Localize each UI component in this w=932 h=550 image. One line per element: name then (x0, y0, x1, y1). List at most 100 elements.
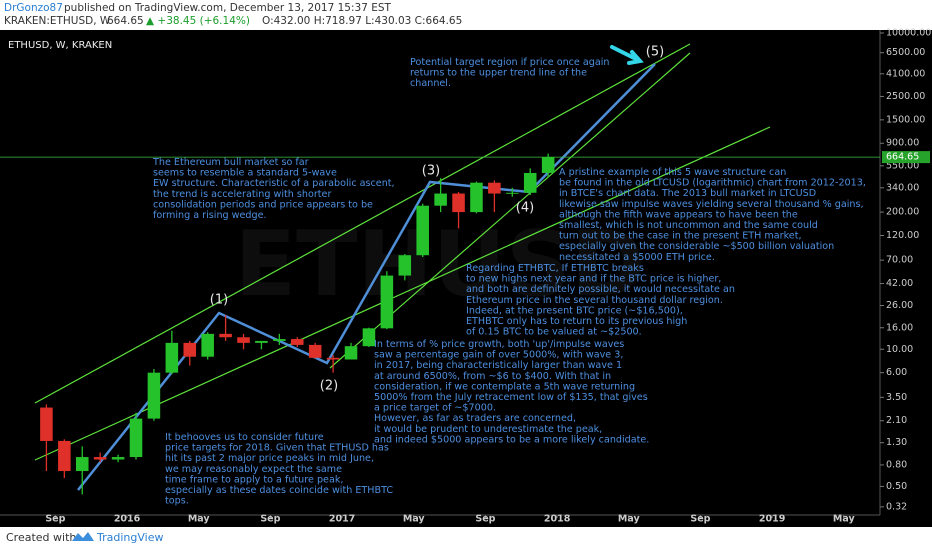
annotation: However, as far as traders are concerned… (374, 413, 576, 424)
candle-body (452, 193, 465, 213)
y-tick-label: 550.00 (886, 160, 919, 171)
footer-brand[interactable]: TradingView (96, 531, 163, 544)
annotation: A pristine example of this 5 wave struct… (559, 167, 786, 178)
x-tick-label: 2016 (114, 514, 141, 525)
annotation: forming a rising wedge. (153, 210, 267, 221)
chart-title: ETHUSD, W, KRAKEN (8, 40, 112, 51)
last-price-box (882, 151, 930, 164)
candle-body (541, 157, 555, 173)
x-tick-label: Sep (690, 514, 710, 525)
annotation: The Ethereum bull market so far (152, 157, 309, 168)
wave-label: (1) (210, 293, 228, 308)
candle-body (344, 346, 358, 360)
y-tick-label: 6500.00 (886, 47, 925, 58)
annotation: turn out to be the case in the present E… (559, 231, 802, 242)
annotation: necessitated a $5000 ETH price. (559, 252, 715, 263)
annotation: tops. (165, 496, 189, 507)
annotation: Potential target region if price once ag… (410, 57, 609, 68)
annotation: channel. (410, 78, 451, 89)
annotation: the trend is accelerating with shorter (153, 189, 331, 200)
annotation: it would be prudent to underestimate the… (374, 424, 602, 435)
author[interactable]: DrGonzo87 (4, 2, 63, 14)
candle-body (93, 457, 107, 460)
last: 664.65 (107, 15, 144, 27)
candle-body (506, 192, 519, 194)
candle-body (488, 182, 501, 194)
candle-body (147, 372, 161, 419)
annotation: Ethereum price in the several thousand d… (466, 295, 723, 306)
y-tick-label: 3.50 (886, 392, 907, 403)
x-tick-label: Sep (45, 514, 65, 525)
footer-background (0, 527, 932, 550)
y-tick-label: 120.00 (886, 230, 919, 241)
annotation: smallest, which is not uncommon and the … (559, 220, 818, 231)
annotation: consideration, if we contemplate a 5th w… (374, 381, 635, 392)
annotation: a price target of ~$7000. (374, 403, 496, 414)
x-tick-label: 2019 (759, 514, 785, 525)
x-tick-label: Sep (260, 514, 280, 525)
footer-created: Created with (6, 531, 76, 544)
candle-body (398, 255, 412, 276)
annotation: to new highs next year and if the BTC pr… (466, 274, 721, 285)
x-tick-label: 2018 (544, 514, 571, 525)
annotation: Indeed, at the present BTC price (~$16,5… (466, 305, 683, 316)
annotation: price targets for 2018. Given that ETHUS… (165, 443, 389, 454)
candle-body (255, 340, 268, 343)
annotation: although the fifth wave appears to have … (559, 209, 798, 220)
candle-body (129, 418, 143, 458)
wave-label: (2) (320, 379, 338, 394)
annotation: EW structure. Characteristic of a parabo… (153, 178, 395, 189)
candle-body (58, 440, 71, 472)
ohlc: O:432.00 H:718.97 L:430.03 C:664.65 (262, 15, 462, 27)
annotation: in 2017, being characteristically larger… (374, 360, 622, 371)
x-tick-label: May (833, 514, 856, 525)
candle-body (308, 344, 322, 358)
candle-body (523, 172, 537, 193)
wave-label: (3) (422, 164, 440, 179)
candle-body (111, 457, 125, 460)
candle-body (183, 342, 197, 357)
y-tick-label: 1500.00 (886, 114, 925, 125)
y-tick-label: 900.00 (886, 138, 919, 149)
candle-body (362, 328, 376, 347)
candle-body (219, 333, 232, 338)
annotation: hit its past 2 major price peaks in mid … (165, 453, 374, 464)
annotation: be found in the old LTCUSD (logarithmic)… (559, 178, 866, 189)
x-tick-label: Sep (475, 514, 495, 525)
annotation: ETHBTC only has to return to its previou… (466, 316, 687, 327)
y-tick-label: 0.50 (886, 481, 907, 492)
logo (72, 532, 94, 541)
annotation: time frame to apply to a future peak, (165, 474, 343, 485)
wave-label: (4) (516, 201, 534, 216)
y-tick-label: 10000.00 (886, 27, 931, 38)
annotation: at around 6500%, from ~$6 to $400. With … (374, 371, 611, 382)
arrow (610, 45, 644, 65)
candle-body (40, 407, 53, 441)
x-tick-label: May (618, 514, 641, 525)
candle-body (237, 337, 250, 343)
annotation: seems to resemble a standard 5-wave (153, 168, 337, 179)
candle-body (165, 342, 179, 373)
wave-label: (5) (646, 45, 664, 60)
x-tick-label: 2017 (329, 514, 355, 525)
annotation: especially as these dates coincide with … (165, 485, 393, 496)
y-tick-label: 16.00 (886, 322, 913, 333)
y-tick-label: 200.00 (886, 207, 919, 218)
y-tick-label: 4100.00 (886, 68, 925, 79)
candle-body (380, 275, 394, 329)
y-tick-label: 26.00 (886, 300, 913, 311)
candle-body (416, 205, 429, 256)
annotation: and both are definitely possible, it wou… (466, 284, 735, 295)
y-tick-label: 42.00 (886, 278, 913, 289)
candle-body (75, 457, 89, 472)
candle-body (434, 193, 447, 206)
published: published on TradingView.com, December 1… (64, 2, 392, 14)
annotation: we may reasonably expect the same (165, 464, 342, 475)
annotation: saw a percentage gain of over 5000%, wit… (374, 350, 623, 361)
x-tick-label: May (188, 514, 211, 525)
candle-body (470, 182, 483, 213)
annotation: especially given the considerable ~$500 … (559, 241, 834, 252)
y-tick-label: 70.00 (886, 255, 913, 266)
last-price-label: 664.65 (886, 152, 919, 163)
